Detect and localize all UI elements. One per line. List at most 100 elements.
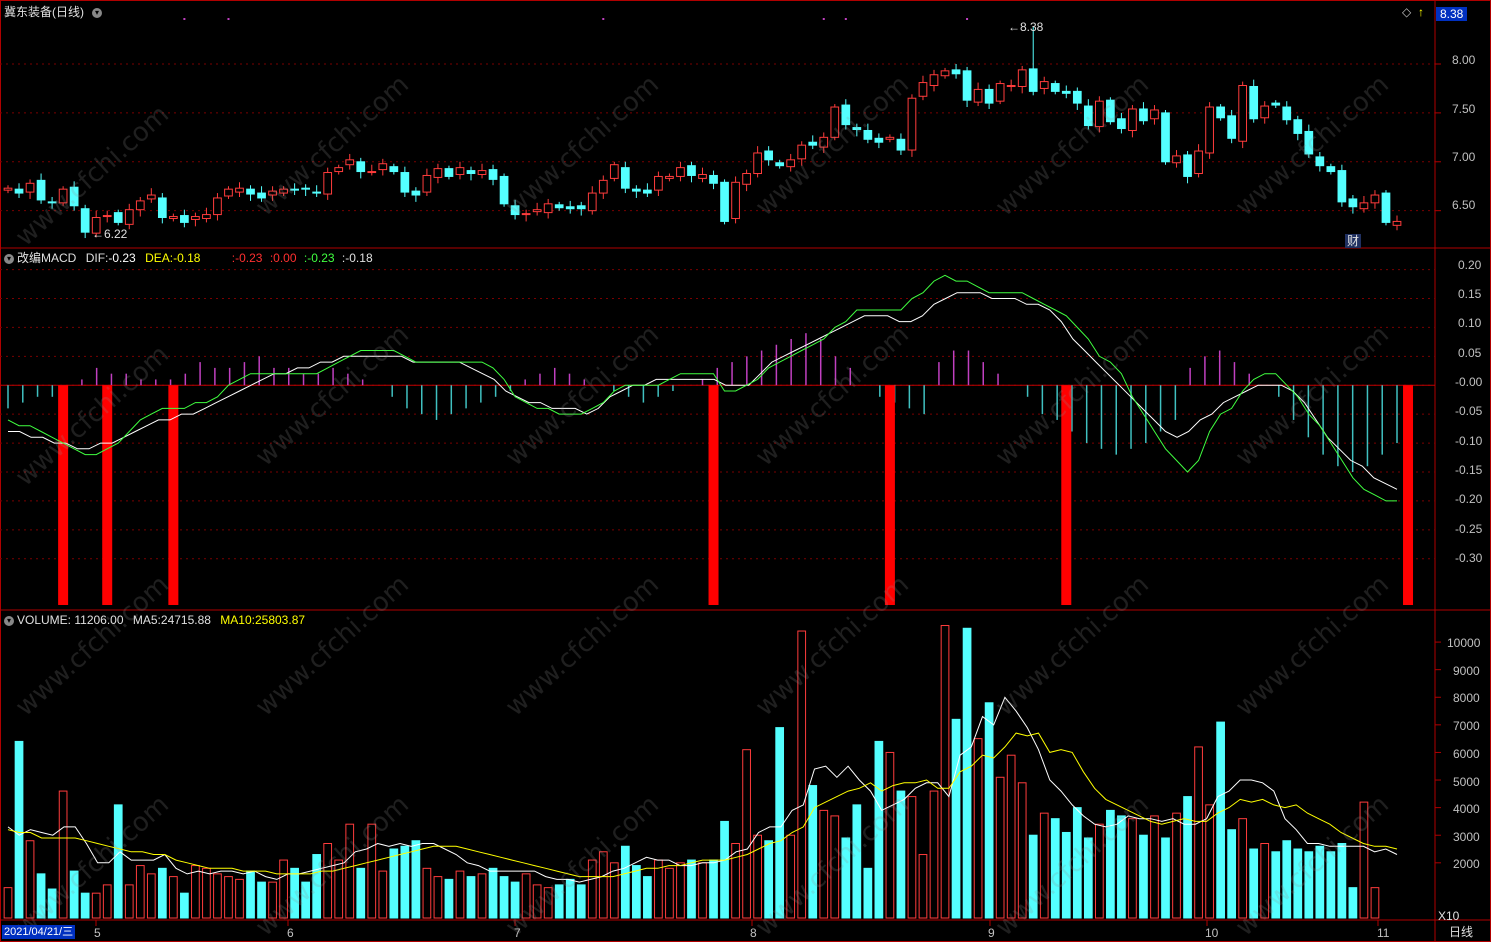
macd-tick: 0.10 bbox=[1458, 316, 1482, 330]
candle-body bbox=[235, 187, 244, 193]
volume-bar bbox=[1304, 851, 1314, 919]
volume-bar bbox=[466, 876, 476, 919]
macd-tick: -0.00 bbox=[1455, 375, 1483, 389]
candle-body bbox=[47, 201, 57, 204]
candle-body bbox=[1161, 112, 1170, 163]
volume-bar bbox=[1106, 809, 1115, 919]
diamond-icon[interactable]: ◇ bbox=[1402, 5, 1412, 19]
candle-body bbox=[709, 174, 718, 184]
volume-bar bbox=[863, 867, 873, 919]
volume-bar bbox=[720, 820, 729, 919]
candle-body bbox=[863, 129, 873, 140]
event-marker bbox=[227, 18, 230, 20]
candle-body bbox=[1370, 194, 1380, 204]
candle-body bbox=[565, 206, 575, 210]
volume-bar bbox=[1039, 812, 1049, 919]
candle-body bbox=[58, 188, 68, 204]
candle-body bbox=[135, 200, 145, 211]
volume-bar bbox=[620, 845, 630, 919]
volume-bar bbox=[411, 840, 421, 919]
candle-body bbox=[1205, 106, 1214, 154]
volume-bar bbox=[1061, 831, 1071, 919]
volume-bar bbox=[168, 876, 178, 919]
candle-body bbox=[598, 179, 608, 194]
candle-body bbox=[1392, 220, 1402, 226]
volume-bar bbox=[455, 870, 465, 919]
candle-body bbox=[753, 152, 762, 175]
volume-bar bbox=[797, 630, 807, 919]
volume-bar bbox=[1183, 796, 1192, 919]
candle-body bbox=[488, 169, 498, 180]
volume-tick: 2000 bbox=[1453, 857, 1480, 871]
chevron-down-icon[interactable]: ▾ bbox=[4, 253, 14, 264]
macd-tick: 0.05 bbox=[1458, 346, 1482, 360]
candle-body bbox=[1249, 85, 1259, 120]
candle-body bbox=[1194, 150, 1203, 175]
candle-body bbox=[532, 209, 542, 213]
volume-bar bbox=[312, 854, 322, 919]
volume-bar bbox=[47, 888, 57, 919]
candle-body bbox=[775, 162, 785, 167]
candle-body bbox=[929, 74, 939, 87]
candle-body bbox=[191, 216, 200, 220]
x-month-label: 9 bbox=[988, 926, 995, 940]
volume-bar bbox=[235, 878, 244, 919]
volume-bar bbox=[113, 804, 123, 919]
chevron-down-icon[interactable]: ▾ bbox=[4, 615, 14, 626]
price-tick: 7.00 bbox=[1452, 150, 1476, 164]
volume-bar bbox=[521, 873, 531, 919]
candle-body bbox=[1083, 105, 1093, 127]
volume-bar bbox=[477, 873, 487, 919]
volume-bar bbox=[665, 867, 674, 919]
macd-tick: -0.05 bbox=[1455, 404, 1483, 418]
candle-body bbox=[1128, 108, 1137, 131]
volume-bar bbox=[532, 884, 542, 919]
volume-bar bbox=[1293, 848, 1303, 919]
dif-value: -0.23 bbox=[108, 251, 136, 265]
candle-body bbox=[1293, 119, 1303, 134]
volume-tick: 9000 bbox=[1453, 664, 1480, 678]
volume-bar bbox=[940, 625, 950, 919]
volume-bar bbox=[389, 848, 399, 919]
macd-name: 改编MACD bbox=[17, 251, 77, 265]
candle-body bbox=[587, 192, 597, 212]
signal-bar bbox=[708, 385, 719, 605]
event-marker bbox=[966, 18, 969, 20]
candle-body bbox=[874, 137, 884, 143]
ma10-value: 25803.87 bbox=[254, 613, 306, 627]
volume-bar bbox=[367, 823, 377, 919]
x-month-label: 11 bbox=[1377, 926, 1390, 940]
candle-body bbox=[995, 83, 1005, 102]
x-month-label: 6 bbox=[287, 926, 294, 940]
volume-bar bbox=[323, 843, 333, 919]
price-tick: 7.50 bbox=[1452, 102, 1476, 116]
period-tab[interactable]: 日线 bbox=[1449, 925, 1474, 939]
candle-body bbox=[742, 173, 751, 185]
volume-bar bbox=[1194, 746, 1203, 919]
date-box: 2021/04/21/三 bbox=[2, 925, 76, 939]
candle-body bbox=[731, 181, 740, 219]
x-month-label: 8 bbox=[750, 926, 757, 940]
chevron-down-icon[interactable]: ▾ bbox=[92, 5, 105, 19]
candle-body bbox=[896, 138, 906, 151]
candle-body bbox=[69, 186, 79, 207]
dif-label: DIF: bbox=[85, 251, 109, 265]
volume-tick: 8000 bbox=[1453, 691, 1480, 705]
candle-body bbox=[1227, 115, 1237, 139]
volume-bar bbox=[687, 859, 696, 919]
volume-bar bbox=[334, 859, 344, 919]
volume-bar bbox=[631, 865, 641, 919]
candle-body bbox=[312, 191, 322, 194]
candle-body bbox=[797, 144, 807, 160]
candle-body bbox=[962, 70, 972, 101]
signal-bar bbox=[884, 385, 895, 605]
macd-tick: 0.15 bbox=[1458, 287, 1482, 301]
fin-badge[interactable]: 财 bbox=[1345, 234, 1362, 248]
signal-bar bbox=[1403, 385, 1414, 605]
volume-bar bbox=[124, 884, 134, 919]
event-marker bbox=[822, 18, 825, 20]
candle-body bbox=[290, 188, 299, 191]
volume-bar bbox=[91, 892, 101, 919]
candle-body bbox=[698, 173, 707, 179]
